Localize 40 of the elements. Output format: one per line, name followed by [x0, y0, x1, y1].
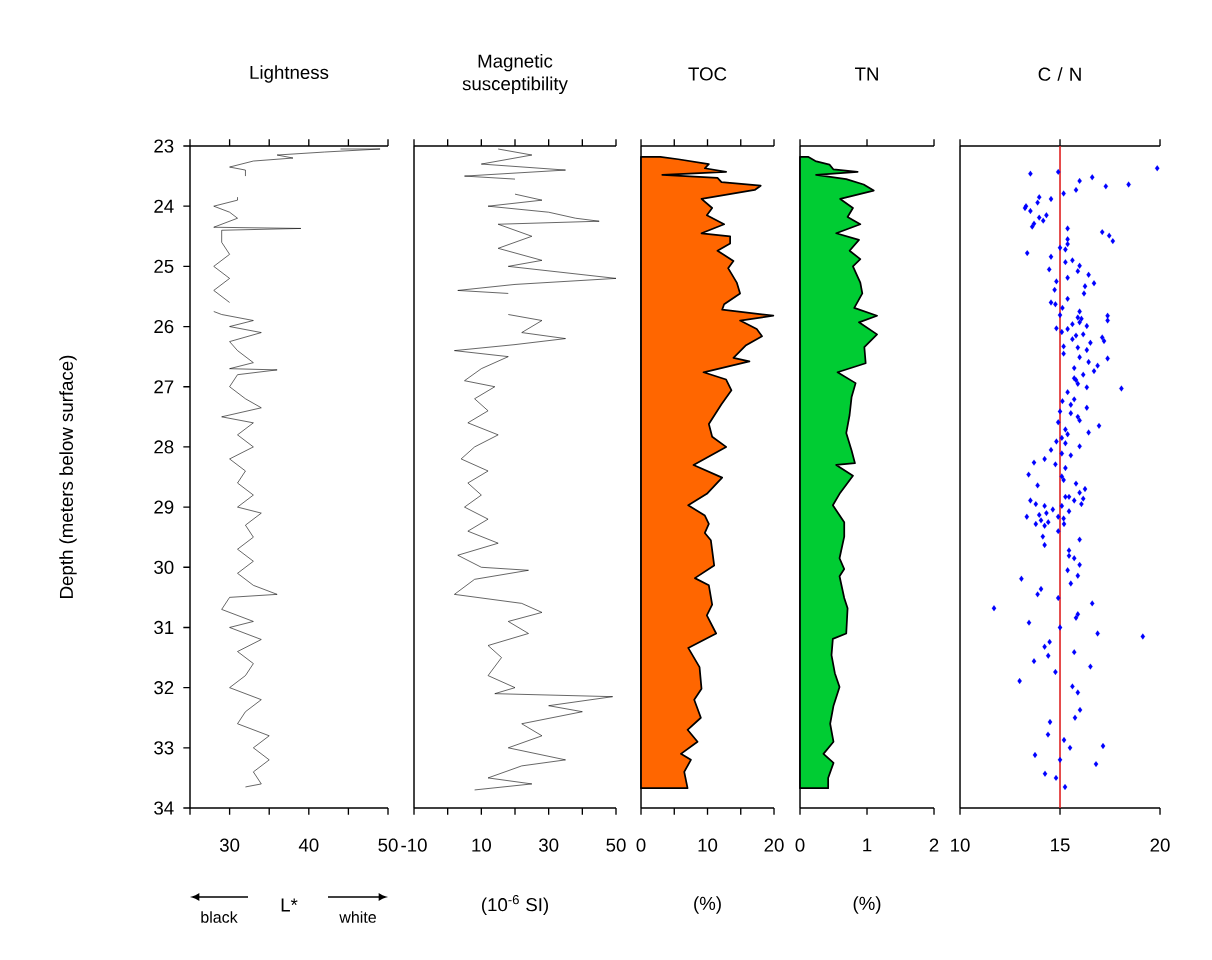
y-tick-label: 25 [154, 259, 174, 273]
x-tick-label: 50 [606, 838, 626, 852]
x-tick-label: 40 [298, 838, 319, 852]
x-axis-title: (%) [853, 896, 881, 914]
y-tick-label: 26 [154, 319, 174, 334]
text: white [339, 911, 376, 923]
y-tick-label: 30 [154, 560, 174, 574]
x-tick-label: 10 [472, 838, 491, 852]
x-tick-label: 30 [219, 838, 240, 852]
x-tick-label: 50 [378, 838, 398, 852]
chart-title: TN [854, 67, 878, 81]
x-tick-label: 20 [1150, 838, 1170, 852]
x-axis-title: (%) [694, 896, 721, 914]
y-axis-title: Depth (meters below surface) [59, 355, 77, 598]
y-tick-label: 24 [154, 199, 174, 213]
y-tick-label: 23 [154, 139, 174, 153]
x-tick-label: 30 [539, 838, 559, 852]
x-tick-label: 15 [1051, 838, 1070, 852]
chart-title: C / N [1038, 67, 1081, 81]
x-tick-label: 10 [951, 838, 970, 852]
y-tick-label: 29 [154, 500, 174, 514]
chart-title: Lightness [250, 65, 329, 83]
x-tick-label: 1 [863, 838, 872, 852]
x-tick-label: 0 [795, 838, 805, 852]
x-tick-label: 0 [636, 838, 646, 852]
y-tick-label: 31 [154, 620, 174, 635]
y-tick-label: 27 [154, 380, 174, 394]
text: black [201, 911, 238, 923]
chart-title: Magnetic susceptibility [462, 53, 568, 95]
chart-title: TOC [688, 67, 727, 81]
x-axis-title: L* [281, 898, 298, 912]
y-tick-label: 32 [154, 681, 174, 695]
x-tick-label: 10 [698, 838, 718, 852]
x-axis-title: (10$^{-6}$ SI) [482, 895, 548, 915]
y-tick-label: 33 [154, 741, 174, 755]
x-tick-label: -10 [401, 838, 427, 852]
x-tick-label: 2 [929, 838, 939, 852]
x-tick-label: 20 [764, 838, 784, 852]
y-tick-label: 28 [154, 440, 174, 454]
y-tick-label: 34 [154, 801, 174, 815]
